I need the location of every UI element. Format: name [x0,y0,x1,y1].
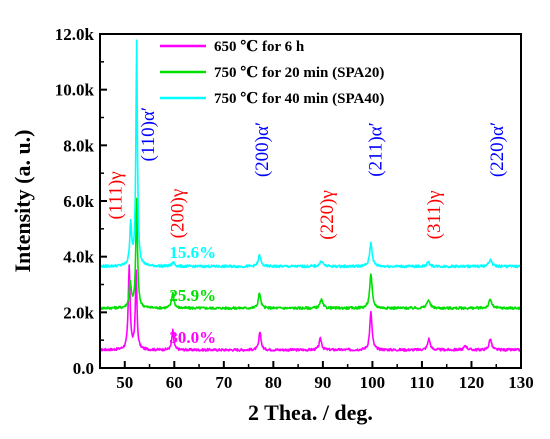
peak-label: (211)α′ [366,122,387,177]
phase-fraction-label: 15.6% [169,243,216,262]
phase-fraction-label: 25.9% [169,286,216,305]
peak-label: (110)α′ [138,107,159,162]
peak-label: (111)γ [106,171,127,219]
x-tick-label: 60 [166,373,183,392]
x-tick-label: 70 [215,373,232,392]
peak-label: (200)α′ [252,122,273,177]
y-tick-label: 6.0k [63,192,94,211]
x-tick-label: 130 [508,373,534,392]
legend-label: 650 ℃ for 6 h [214,39,305,55]
y-axis-title: Intensity (a. u.) [10,129,35,272]
x-tick-label: 90 [314,373,331,392]
y-tick-label: 4.0k [63,248,94,267]
legend-label: 750 ℃ for 40 min (SPA40) [214,91,384,107]
x-axis-title: 2 Thea. / deg. [248,400,373,425]
x-tick-label: 120 [459,373,485,392]
legend-label: 750 ℃ for 20 min (SPA20) [214,65,384,81]
peak-label: (220)α′ [487,122,508,177]
y-tick-label: 8.0k [63,136,94,155]
x-tick-label: 110 [410,373,435,392]
phase-fraction-label: 30.0% [169,328,216,347]
y-tick-label: 0.0 [73,359,94,378]
series-line-3 [99,39,522,269]
plot-frame [99,33,522,369]
plot-lines [99,39,522,352]
x-tick-label: 80 [265,373,282,392]
x-tick-label: 50 [116,373,133,392]
x-tick-label: 100 [360,373,386,392]
peak-label: (220)γ [317,190,338,240]
annotations: (111)γ (110)α′ (200)γ (200)α′ (220)γ (211)α′ (… [106,107,508,347]
y-tick-label: 12.0k [55,25,95,44]
y-tick-label: 2.0k [63,303,94,322]
legend: 650 ℃ for 6 h 750 ℃ for 20 min (SPA20) 750… [160,39,384,107]
peak-label: (311)γ [424,190,445,239]
series-line-2 [99,197,522,311]
peak-label: (200)γ [168,189,189,239]
y-tick-label: 10.0k [55,81,95,100]
series-line-1 [99,264,522,352]
axes: 50 60 70 80 90 100 110 120 130 0.0 2.0k 4.0k 6.0k 8.0… [55,25,534,392]
